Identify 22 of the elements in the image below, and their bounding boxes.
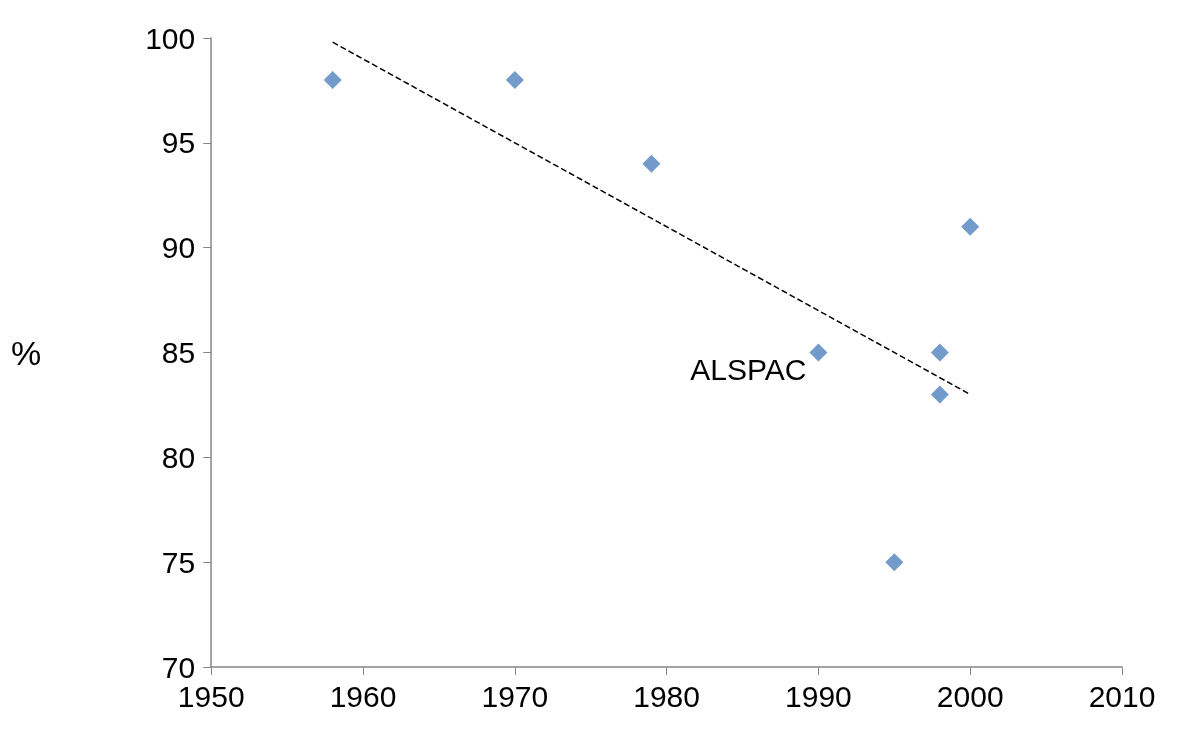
y-tick-label: 95 (161, 126, 196, 160)
y-tick-label: 90 (161, 231, 196, 265)
point (930, 343, 949, 362)
point (809, 343, 828, 362)
y-tick-label: 75 (161, 545, 196, 579)
x-tick-label: 1970 (481, 679, 549, 713)
point (323, 70, 342, 89)
annotation: ALSPAC (690, 353, 807, 386)
y-tick-label: 80 (161, 440, 196, 474)
x-tick-label: 1990 (785, 679, 852, 713)
y-axis-title: % (11, 333, 42, 372)
x-tick-label: 1980 (633, 679, 700, 713)
x-tick-label: 2000 (936, 679, 1004, 713)
x-tick-label: 2010 (1088, 679, 1156, 713)
x-tick-label: 1960 (329, 679, 397, 713)
point (642, 154, 661, 173)
y-tick-label: 85 (161, 336, 196, 369)
point (885, 553, 904, 572)
point (961, 217, 980, 236)
point (505, 70, 524, 89)
y-tick-label: 100 (145, 21, 196, 55)
point (930, 385, 949, 404)
